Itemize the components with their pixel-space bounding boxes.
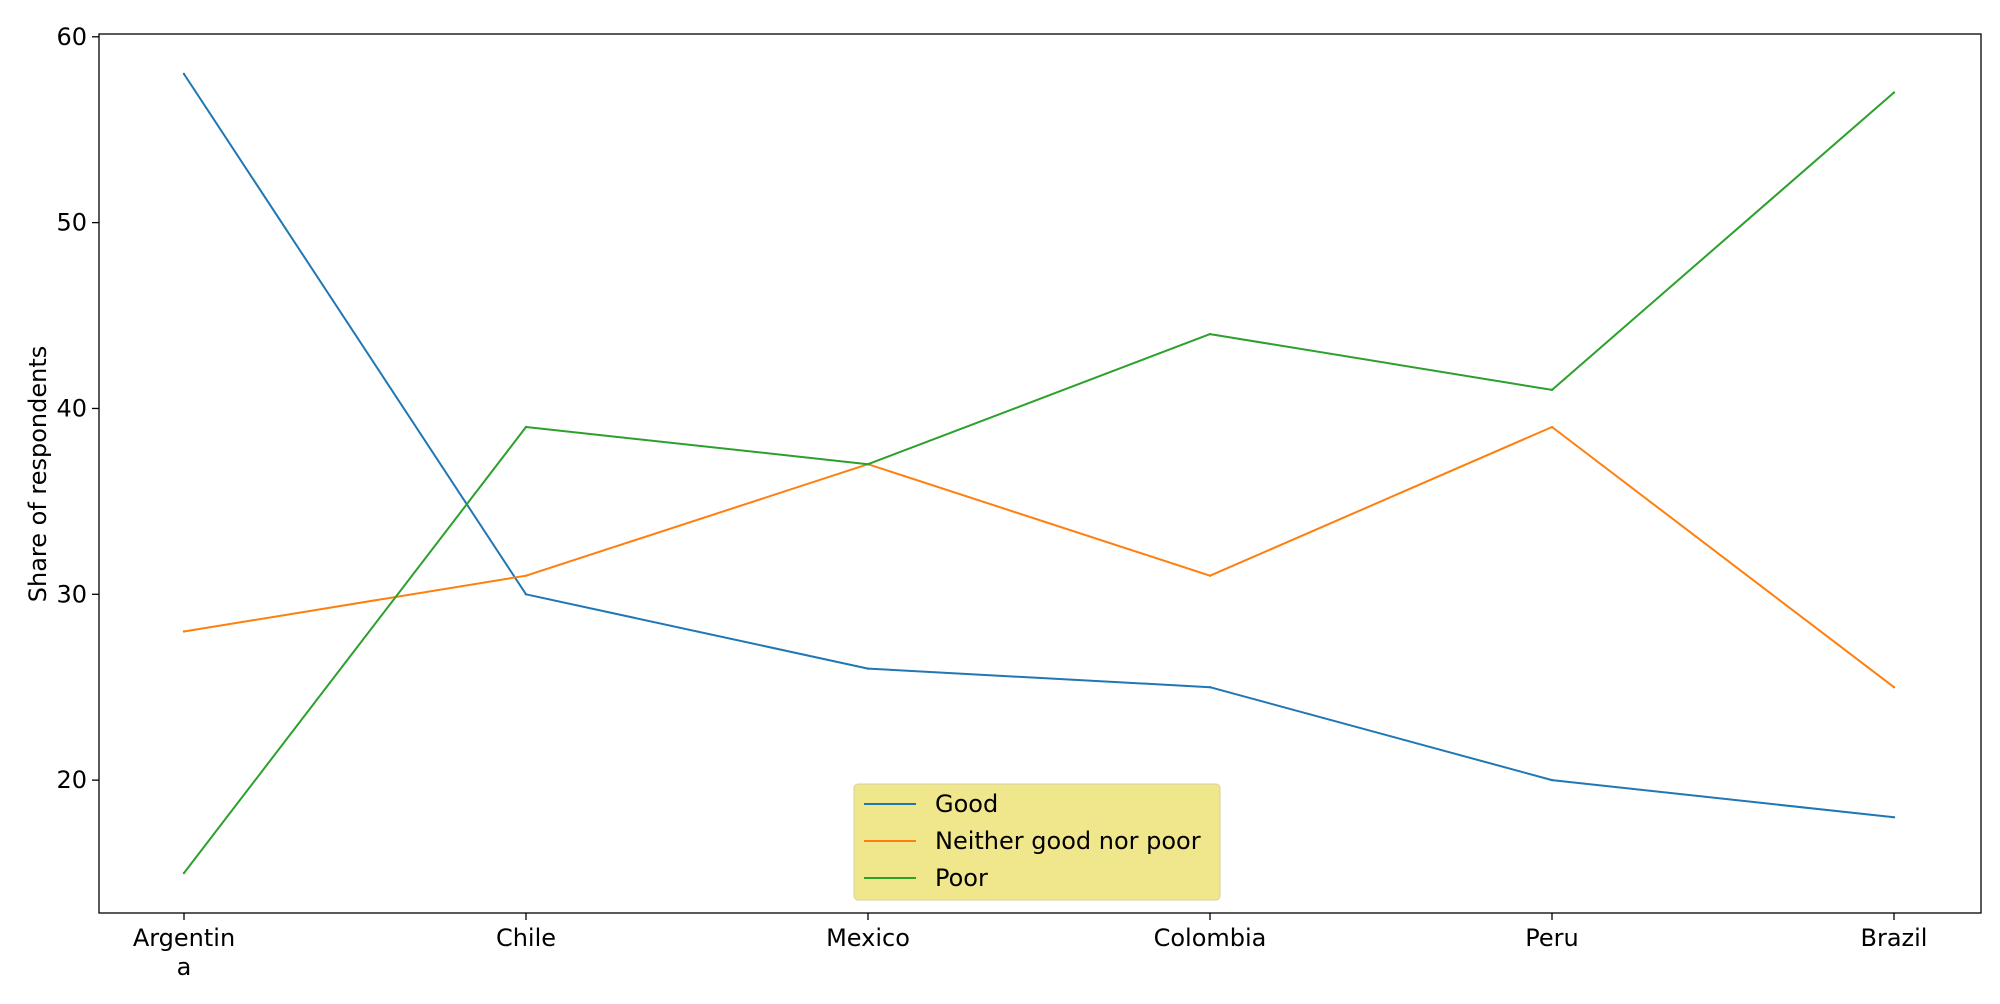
- series-line-good: [183, 73, 1895, 819]
- legend: Good Neither good nor poor Poor: [853, 783, 1221, 901]
- data-point: [524, 593, 528, 596]
- x-tick-label: Argentin a: [133, 924, 235, 981]
- y-tick-label: 60: [56, 23, 87, 51]
- x-tick-label: Peru: [1525, 924, 1578, 952]
- y-tick-label: 30: [56, 580, 87, 608]
- data-point: [866, 463, 870, 466]
- y-axis: 20 30 40 50 60: [56, 23, 99, 794]
- data-point: [182, 72, 186, 76]
- data-point: [524, 425, 528, 429]
- data-point: [1550, 778, 1554, 782]
- y-tick-label: 40: [56, 394, 87, 422]
- x-axis: Argentin a Chile Mexico Colombia Peru Brazil: [133, 913, 1928, 981]
- x-tick-label: Colombia: [1154, 924, 1267, 952]
- series-line-poor: [183, 91, 1895, 874]
- data-point: [182, 630, 186, 633]
- x-tick-label: Brazil: [1861, 924, 1928, 952]
- data-point: [1892, 91, 1896, 94]
- legend-label: Good: [935, 790, 998, 818]
- data-point: [1208, 332, 1212, 336]
- data-point: [1550, 388, 1554, 392]
- plot-area-frame: [98, 33, 1982, 914]
- series-line-neither-good-nor-poor: [183, 426, 1895, 688]
- data-point: [1208, 686, 1212, 689]
- legend-label: Poor: [935, 864, 988, 892]
- y-tick-label: 20: [56, 766, 87, 794]
- legend-label: Neither good nor poor: [935, 827, 1201, 855]
- data-point: [1550, 425, 1554, 429]
- x-tick-label: Mexico: [826, 924, 910, 952]
- data-point: [1892, 686, 1896, 689]
- y-tick-label: 50: [56, 209, 87, 237]
- data-point: [1208, 574, 1212, 577]
- y-axis-label: Share of respondents: [24, 346, 52, 603]
- series-layer: [182, 72, 1896, 875]
- x-tick-label: Chile: [496, 924, 556, 952]
- data-point: [866, 667, 870, 670]
- data-point: [524, 574, 528, 577]
- data-point: [1892, 816, 1896, 819]
- legend-box: [853, 783, 1221, 901]
- data-point: [182, 871, 186, 875]
